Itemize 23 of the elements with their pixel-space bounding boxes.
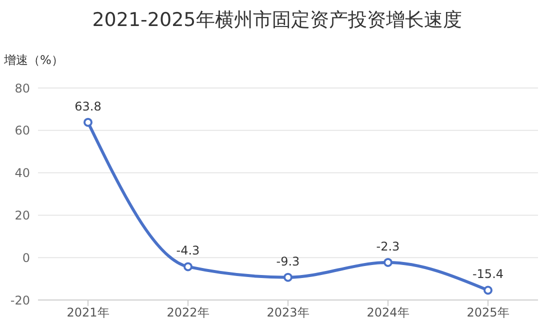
x-tick-label: 2023年 — [266, 306, 310, 320]
y-tick-label: 20 — [14, 208, 30, 222]
point — [484, 286, 492, 295]
x-tick-label: 2024年 — [366, 306, 410, 320]
y-axis-title: 增速（%） — [4, 52, 64, 69]
y-tick-label: -20 — [10, 293, 30, 308]
y-tick-label: 40 — [14, 166, 30, 180]
x-tick-label: 2022年 — [166, 306, 210, 320]
point — [84, 118, 92, 127]
data-label: -9.3 — [276, 254, 300, 268]
data-label: -2.3 — [376, 239, 400, 254]
y-tick-label: 0 — [22, 250, 30, 265]
chart-title: 2021-2025年横州市固定资产投资增长速度 — [91, 8, 463, 33]
y-tick-label: 60 — [14, 124, 30, 138]
data-label: -4.3 — [176, 244, 200, 258]
point — [184, 262, 192, 272]
x-tick-label: 2025年 — [466, 306, 510, 320]
data-label: -15.4 — [472, 267, 504, 282]
point — [384, 258, 392, 267]
point — [284, 272, 292, 282]
data-label: 63.8 — [74, 99, 102, 114]
x-tick-label: 2021年 — [66, 306, 110, 320]
y-tick-label: 80 — [14, 81, 30, 96]
